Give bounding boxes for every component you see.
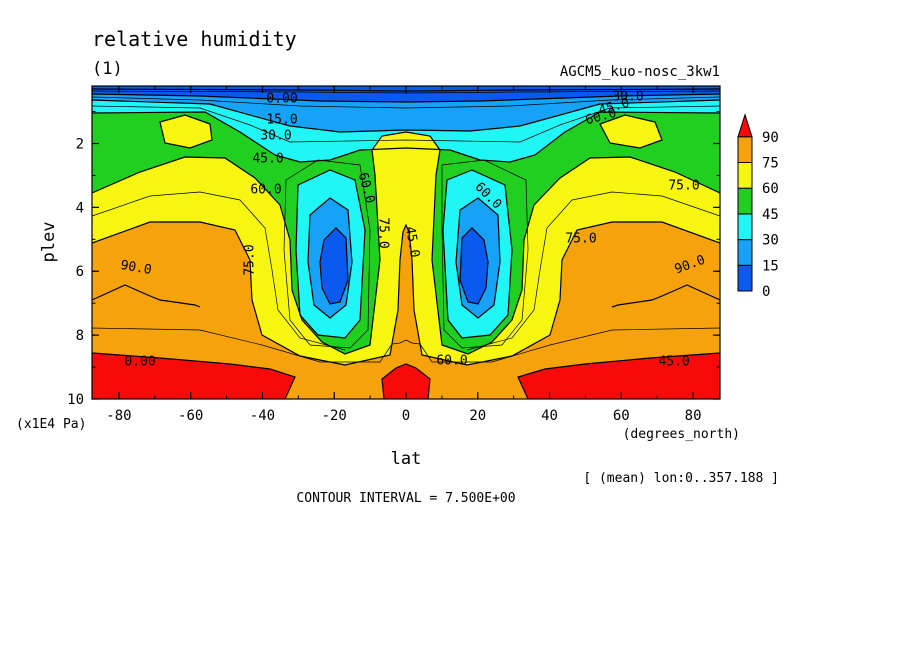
x-axis: -80 -60 -40 -20 0 20 40 60 80	[106, 86, 702, 424]
colorbar-arrow	[737, 113, 753, 138]
colorbar-segment	[737, 162, 753, 189]
chart-subtitle: (1)	[92, 59, 123, 79]
x-tick-label: 20	[469, 408, 486, 424]
x-tick-label: -20	[322, 408, 347, 424]
x-tick-label: 60	[613, 408, 630, 424]
x-tick-label: 80	[685, 408, 702, 424]
colorbar-segment	[737, 136, 753, 164]
contour-fill	[92, 86, 720, 399]
colorbar-label: 90	[762, 130, 779, 146]
y-axis-units: (x1E4 Pa)	[16, 417, 86, 432]
x-tick-label: 0	[402, 408, 410, 424]
x-tick-label: -60	[178, 408, 203, 424]
colorbar-label: 75	[762, 156, 779, 172]
contour-label: 75.0	[243, 244, 258, 275]
y-tick-label: 4	[76, 200, 84, 216]
colorbar-label: 30	[762, 233, 779, 249]
contour-label: 45.0	[658, 355, 689, 370]
contour-label: 60.0	[436, 354, 467, 369]
x-tick-label: -40	[250, 408, 275, 424]
x-axis-label: lat	[391, 449, 422, 469]
experiment-label: AGCM5_kuo-nosc_3kw1	[560, 64, 720, 80]
colorbar-label: 45	[762, 207, 779, 223]
colorbar-segment	[737, 264, 753, 292]
colorbar-segment	[737, 187, 753, 215]
y-tick-label: 8	[76, 328, 84, 344]
contour-label: 30.0	[260, 129, 291, 144]
contour-label: 0.00	[266, 92, 297, 107]
x-tick-label: -80	[106, 408, 131, 424]
y-tick-label: 10	[67, 392, 84, 408]
y-tick-label: 6	[76, 264, 84, 280]
contour-label: 45.0	[252, 152, 283, 167]
contour-label: 15.0	[266, 113, 297, 128]
y-axis-label: plev	[39, 222, 59, 263]
contour-label: 75.0	[565, 232, 596, 247]
colorbar-segment	[737, 239, 753, 266]
colorbar-segment	[737, 213, 753, 241]
contour-label: 60.0	[250, 183, 281, 198]
colorbar-label: 0	[762, 284, 770, 300]
contour-label: 0.00	[124, 355, 155, 370]
colorbar: 0 15 30 45 60 75 90	[737, 113, 779, 300]
contour-label: 45.0	[402, 225, 422, 258]
y-tick-label: 2	[76, 136, 84, 152]
contour-interval-label: CONTOUR INTERVAL = 7.500E+00	[296, 491, 515, 506]
contour-label: 75.0	[668, 179, 699, 194]
contour-label: 75.0	[376, 217, 391, 248]
colorbar-label: 60	[762, 181, 779, 197]
chart-title: relative humidity	[92, 27, 297, 51]
contour-label: 30.0	[612, 90, 643, 105]
contour-label: 90.0	[119, 258, 152, 278]
colorbar-label: 15	[762, 258, 779, 274]
averaging-label: [ (mean) lon:0..357.188 ]	[583, 471, 779, 486]
x-tick-label: 40	[541, 408, 558, 424]
x-axis-units: (degrees_north)	[623, 427, 740, 442]
y-axis: 2 4 6 8 10	[67, 111, 720, 408]
